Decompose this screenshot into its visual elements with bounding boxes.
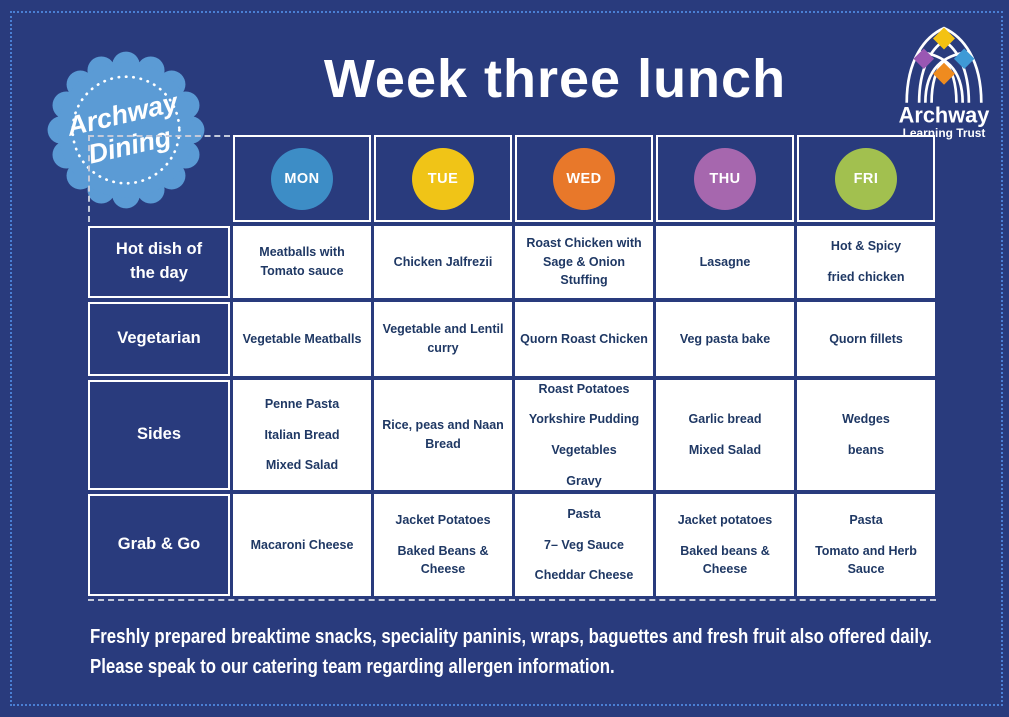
archway-dining-badge: Archway Dining (44, 48, 208, 212)
menu-cell-mon-vegetarian: Vegetable Meatballs (233, 302, 371, 376)
menu-cell-thu-sides: Garlic bread Mixed Salad (656, 380, 794, 490)
menu-item: Garlic bread (688, 412, 762, 427)
row-label-sides: Sides (88, 380, 230, 490)
page-title: Week three lunch (323, 49, 787, 109)
menu-cell-tue-grab-go: Jacket Potatoes Baked Beans & Cheese (374, 494, 512, 596)
day-circle-thu: THU (694, 147, 756, 210)
day-circle-fri: FRI (835, 147, 897, 210)
day-header-thu: THU (656, 135, 794, 222)
arch-window-icon: Archway Learning Trust (899, 26, 990, 140)
menu-item: Vegetable and Lentil curry (382, 322, 504, 355)
menu-item: Roast Chicken with Sage & Onion Stuffing (526, 235, 642, 288)
footer-line1: Freshly prepared breaktime snacks, speci… (90, 626, 932, 648)
lunch-menu-table: MON TUE WED THU FRI Hot dish of the day Meatba… (88, 135, 935, 596)
menu-cell-thu-grab-go: Jacket potatoes Baked beans & Cheese (656, 494, 794, 596)
menu-item: Vegetables (551, 443, 617, 457)
menu-item: Quorn Roast Chicken (520, 331, 648, 346)
menu-item: Meatballs with Tomato sauce (259, 245, 345, 278)
menu-item: Macaroni Cheese (250, 537, 354, 552)
menu-item: Baked Beans & Cheese (397, 543, 489, 577)
menu-cell-tue-vegetarian: Vegetable and Lentil curry (374, 302, 512, 376)
menu-cell-tue-sides: Rice, peas and Naan Bread (374, 380, 512, 490)
menu-item: Hot & Spicy (830, 239, 902, 254)
day-header-fri: FRI (797, 135, 935, 222)
menu-cell-wed-sides: Roast Potatoes Yorkshire Pudding Vegetable… (515, 380, 653, 490)
day-header-tue: TUE (374, 135, 512, 222)
menu-cell-thu-vegetarian: Veg pasta bake (656, 302, 794, 376)
menu-item: Wedges (842, 412, 890, 427)
day-circle-mon: MON (271, 147, 333, 210)
menu-item: Lasagne (699, 254, 751, 269)
menu-item: Roast Potatoes (538, 381, 630, 396)
day-circle-tue: TUE (412, 147, 474, 210)
menu-item: Jacket potatoes (677, 512, 773, 527)
day-header-wed: WED (515, 135, 653, 222)
menu-item: beans (847, 443, 885, 457)
day-circle-wed: WED (553, 147, 615, 210)
menu-item: Yorkshire Pudding (528, 412, 640, 427)
footer-line2: Please speak to our catering team regard… (90, 656, 615, 678)
menu-item: Pasta (567, 506, 601, 521)
archway-learning-trust-logo: Archway Learning Trust (891, 24, 997, 140)
menu-item: 7– Veg Sauce (544, 537, 624, 552)
menu-cell-fri-grab-go: Pasta Tomato and Herb Sauce (797, 494, 935, 596)
footer-note: Freshly prepared breaktime snacks, speci… (90, 622, 932, 682)
menu-item: Vegetable Meatballs (242, 331, 362, 346)
menu-cell-mon-grab-go: Macaroni Cheese (233, 494, 371, 596)
menu-cell-fri-vegetarian: Quorn fillets (797, 302, 935, 376)
menu-item: Baked beans & Cheese (680, 543, 770, 577)
logo-name-text: Archway (899, 102, 990, 127)
menu-item: Penne Pasta (264, 396, 340, 411)
menu-cell-wed-hot-dish-of-the-day: Roast Chicken with Sage & Onion Stuffing (515, 226, 653, 298)
menu-item: Veg pasta bake (679, 331, 771, 346)
table-bottom-dashed-line (88, 599, 936, 601)
row-label-grab-go: Grab & Go (88, 494, 230, 596)
day-header-mon: MON (233, 135, 371, 222)
menu-item: Mixed Salad (688, 443, 762, 457)
menu-cell-mon-hot-dish-of-the-day: Meatballs with Tomato sauce (233, 226, 371, 298)
menu-item: Mixed Salad (265, 458, 339, 473)
menu-item: Jacket Potatoes (395, 512, 491, 527)
menu-cell-fri-hot-dish-of-the-day: Hot & Spicy fried chicken (797, 226, 935, 298)
menu-item: Gravy (566, 473, 602, 488)
menu-item: Quorn fillets (829, 331, 903, 346)
menu-item: Cheddar Cheese (534, 568, 634, 583)
scalloped-seal-icon (47, 51, 205, 209)
menu-cell-wed-vegetarian: Quorn Roast Chicken (515, 302, 653, 376)
menu-item: Pasta (849, 512, 883, 527)
menu-cell-mon-sides: Penne Pasta Italian Bread Mixed Salad (233, 380, 371, 490)
menu-item: Tomato and Herb Sauce (815, 543, 917, 577)
menu-item: Rice, peas and Naan Bread (382, 418, 504, 451)
menu-cell-thu-hot-dish-of-the-day: Lasagne (656, 226, 794, 298)
row-label-vegetarian: Vegetarian (88, 302, 230, 376)
table-corner-cell (88, 135, 230, 222)
menu-cell-wed-grab-go: Pasta 7– Veg Sauce Cheddar Cheese (515, 494, 653, 596)
row-label-hot-dish-of-the-day: Hot dish of the day (88, 226, 230, 298)
menu-item: fried chicken (827, 270, 905, 284)
menu-cell-fri-sides: Wedges beans (797, 380, 935, 490)
menu-item: Chicken Jalfrezii (393, 254, 493, 269)
menu-cell-tue-hot-dish-of-the-day: Chicken Jalfrezii (374, 226, 512, 298)
menu-item: Italian Bread (264, 427, 340, 442)
